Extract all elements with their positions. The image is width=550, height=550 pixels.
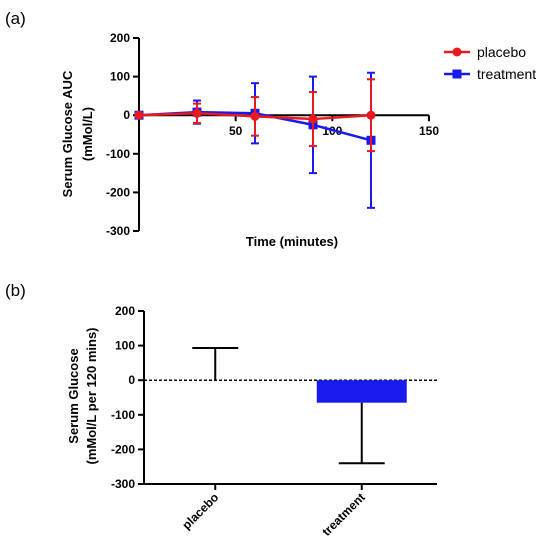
y-tick-label: 200 — [110, 31, 130, 45]
bar-y-tick-label: -200 — [111, 442, 135, 456]
bar-chart-bars — [192, 347, 407, 465]
bar-group-placebo — [192, 347, 239, 381]
line-chart-axes — [138, 38, 429, 231]
legend-label: placebo — [477, 44, 526, 60]
bar — [316, 380, 407, 403]
bar-y-tick-label: -300 — [111, 477, 135, 491]
legend-marker — [452, 47, 462, 57]
data-point — [134, 110, 144, 120]
data-point — [192, 108, 202, 118]
bar-chart: 200 100 0 -100 -200 -300 placebo treatment Seru… — [66, 304, 437, 539]
y-tick-label: 100 — [110, 70, 130, 84]
y-tick-label: -300 — [106, 224, 130, 238]
bar-y-axis-title: Serum Glucose — [66, 348, 81, 443]
bar-y-tick-label: 0 — [128, 373, 135, 387]
series-placebo — [134, 78, 376, 153]
y-tick-label: -200 — [106, 185, 130, 199]
series-treatment — [134, 71, 376, 209]
line-chart-series — [134, 71, 376, 209]
x-tick-label: 50 — [229, 124, 243, 138]
data-point — [308, 114, 318, 124]
bar-chart-axes — [143, 311, 437, 485]
bar-y-axis-units: (mMol/L per 120 mins) — [84, 327, 99, 464]
bar-category-label: placebo — [179, 490, 221, 532]
bar-category-label: treatment — [319, 490, 368, 539]
bar-group-treatment — [316, 380, 407, 465]
data-point — [366, 110, 376, 120]
bar-chart-ticks: 200 100 0 -100 -200 -300 placebo treatment — [111, 304, 368, 539]
data-point — [250, 111, 260, 121]
panel-b-label: (b) — [5, 281, 26, 300]
bar-y-tick-label: 200 — [115, 304, 135, 318]
bar-y-tick-label: 100 — [115, 339, 135, 353]
legend-label: treatment — [477, 66, 536, 82]
legend-marker — [452, 69, 462, 79]
x-tick-label: 150 — [419, 124, 439, 138]
legend: placebo treatment — [444, 44, 536, 82]
bar-y-tick-label: -100 — [111, 408, 135, 422]
y-axis-title: Serum Glucose AUC — [60, 70, 75, 197]
y-axis-units: (mMol/L) — [80, 107, 95, 161]
panel-a-label: (a) — [5, 9, 26, 28]
x-axis-title: Time (minutes) — [246, 234, 338, 249]
y-tick-label: 0 — [123, 108, 130, 122]
y-tick-label: -100 — [106, 147, 130, 161]
